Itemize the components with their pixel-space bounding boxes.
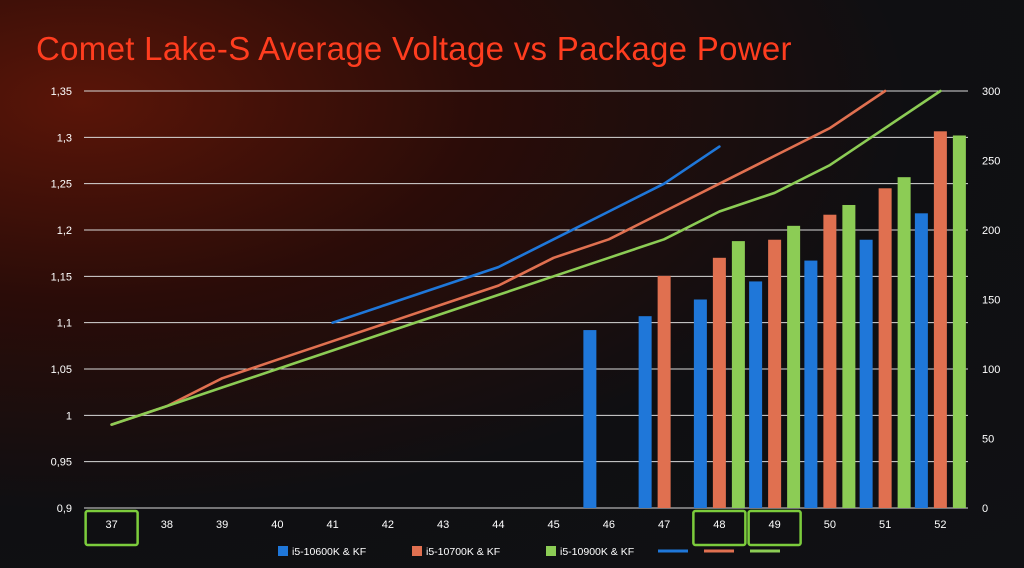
legend-label: i5-10900K & KF bbox=[560, 546, 634, 558]
y-left-tick-label: 0,9 bbox=[57, 503, 72, 515]
x-tick-label: 40 bbox=[271, 519, 283, 531]
x-tick-label: 41 bbox=[327, 519, 339, 531]
bar bbox=[842, 204, 856, 509]
y-left-tick-label: 1,35 bbox=[51, 86, 72, 98]
bar bbox=[897, 177, 911, 508]
y-right-tick-label: 250 bbox=[982, 156, 1000, 168]
y-left-tick-label: 1,2 bbox=[57, 225, 72, 237]
x-tick-label: 49 bbox=[769, 519, 781, 531]
bar bbox=[859, 239, 873, 509]
legend-swatch bbox=[546, 546, 556, 556]
y-right-tick-label: 200 bbox=[982, 225, 1000, 237]
y-right-tick-label: 300 bbox=[982, 86, 1000, 98]
y-left-tick-label: 1 bbox=[66, 410, 72, 422]
bar bbox=[712, 257, 726, 508]
y-left-tick-label: 1,1 bbox=[57, 318, 72, 330]
highlight-box bbox=[692, 509, 747, 547]
y-left-tick-label: 0,95 bbox=[51, 457, 72, 469]
bar bbox=[749, 281, 763, 508]
x-tick-label: 46 bbox=[603, 519, 615, 531]
y-left-tick-label: 1,25 bbox=[51, 179, 72, 191]
highlight-box bbox=[84, 509, 139, 547]
bar bbox=[914, 213, 928, 508]
y-left-tick-label: 1,3 bbox=[57, 132, 72, 144]
x-tick-label: 43 bbox=[437, 519, 449, 531]
highlight-box bbox=[747, 509, 802, 547]
y-right-tick-label: 100 bbox=[982, 364, 1000, 376]
y-left-tick-label: 1,05 bbox=[51, 364, 72, 376]
x-tick-label: 52 bbox=[934, 519, 946, 531]
bar bbox=[787, 225, 801, 508]
legend-swatch bbox=[278, 546, 288, 556]
x-tick-label: 47 bbox=[658, 519, 670, 531]
series-line bbox=[110, 89, 887, 426]
legend-label: i5-10600K & KF bbox=[292, 546, 366, 558]
y-right-tick-label: 0 bbox=[982, 503, 988, 515]
x-tick-label: 39 bbox=[216, 519, 228, 531]
x-tick-label: 48 bbox=[713, 519, 725, 531]
legend-label: i5-10700K & KF bbox=[426, 546, 500, 558]
bar bbox=[731, 241, 745, 508]
bar bbox=[933, 131, 947, 508]
x-tick-label: 51 bbox=[879, 519, 891, 531]
x-tick-label: 50 bbox=[824, 519, 836, 531]
x-tick-label: 37 bbox=[106, 519, 118, 531]
bar bbox=[693, 299, 707, 508]
bar bbox=[878, 188, 892, 509]
x-tick-label: 44 bbox=[492, 519, 504, 531]
x-tick-label: 45 bbox=[548, 519, 560, 531]
y-left-tick-label: 1,15 bbox=[51, 271, 72, 283]
y-right-tick-label: 150 bbox=[982, 295, 1000, 307]
bar bbox=[804, 260, 818, 508]
legend-swatch bbox=[412, 546, 422, 556]
y-right-tick-label: 50 bbox=[982, 434, 994, 446]
series-line bbox=[110, 89, 942, 426]
x-tick-label: 38 bbox=[161, 519, 173, 531]
x-tick-label: 42 bbox=[382, 519, 394, 531]
bar bbox=[823, 214, 837, 508]
bar bbox=[638, 316, 652, 508]
bar bbox=[583, 330, 597, 508]
bar bbox=[657, 275, 671, 508]
series-line bbox=[331, 145, 721, 324]
bar bbox=[952, 135, 966, 509]
bar bbox=[768, 239, 782, 509]
chart-title: Comet Lake-S Average Voltage vs Package … bbox=[36, 30, 792, 67]
